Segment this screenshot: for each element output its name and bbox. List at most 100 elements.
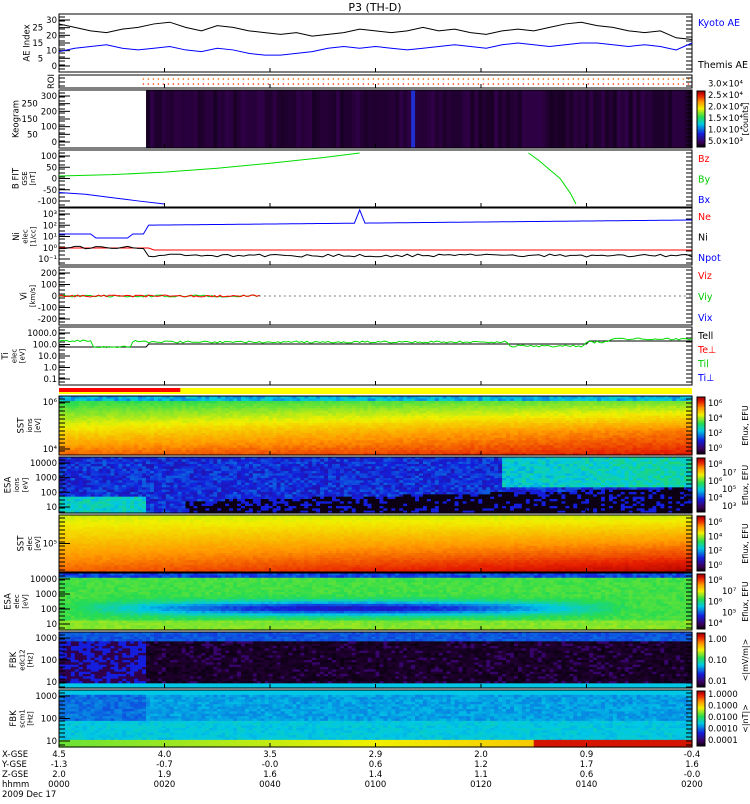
spectrogram-cell (174, 90, 179, 148)
spectrogram-cell (379, 90, 384, 148)
spectrogram-cell (486, 90, 491, 148)
spectrogram-cell (178, 90, 183, 148)
summary-plot: P3 (TH-D) 302520151050AE IndexKyoto AETh… (0, 0, 750, 800)
plot-title: P3 (TH-D) (348, 1, 401, 14)
spectrogram-cell (447, 90, 452, 148)
spectrogram-cell (162, 90, 167, 148)
spectrogram-cell (233, 90, 238, 148)
spectrogram-cell (597, 90, 602, 148)
spectrogram-cell (372, 90, 377, 148)
spectrogram-cell (356, 90, 361, 148)
spectrogram-cell (158, 90, 163, 148)
spectrogram-cell (312, 90, 317, 148)
spectrogram-cell (273, 90, 278, 148)
spectrogram-cell (209, 90, 214, 148)
spectrogram-cell (194, 90, 199, 148)
spectrogram-cell (466, 90, 471, 148)
spectrogram-cell (455, 90, 460, 148)
spectrogram-cell (557, 90, 562, 148)
spectrogram-cell (170, 90, 175, 148)
spectrogram-cell (336, 90, 341, 148)
spectrogram-cell (474, 90, 479, 148)
spectrogram-cell (300, 90, 305, 148)
spectrogram-cell (407, 90, 412, 148)
spectrogram-cell (589, 90, 594, 148)
spectrogram-cell (328, 90, 333, 148)
spectrogram-cell (605, 90, 610, 148)
spectrogram-cell (637, 90, 642, 148)
spectrogram-cell (625, 90, 630, 148)
spectrogram-cell (554, 90, 559, 148)
spectrogram-cell (419, 90, 424, 148)
spectrogram-cell (581, 90, 586, 148)
spectrogram-cell (197, 90, 202, 148)
spectrogram-cell (265, 90, 270, 148)
spectrogram-cell (352, 90, 357, 148)
spectrogram-cell (423, 90, 428, 148)
spectrogram-cell (672, 90, 677, 148)
spectrogram-cell (530, 90, 535, 148)
spectrogram-cell (411, 90, 416, 148)
spectrogram-cell (257, 90, 262, 148)
spectrogram-cell (399, 90, 404, 148)
spectrogram-cell (463, 90, 468, 148)
spectrogram-cell (494, 90, 499, 148)
spectrogram-cell (660, 90, 665, 148)
spectrogram-cell (573, 90, 578, 148)
spectrogram-cell (538, 90, 543, 148)
spectrogram-cell (292, 90, 297, 148)
spectrogram-cell (490, 90, 495, 148)
spectrogram-cell (217, 90, 222, 148)
spectrogram-cell (656, 90, 661, 148)
spectrogram-cell (518, 90, 523, 148)
spectrogram-cell (376, 90, 381, 148)
spectrogram-cell (201, 90, 206, 148)
spectrogram-cell (146, 90, 151, 148)
spectrogram-cell (304, 90, 309, 148)
spectrogram-cell (565, 90, 570, 148)
spectrogram-cell (269, 90, 274, 148)
spectrogram-cell (348, 90, 353, 148)
spectrogram-cell (245, 90, 250, 148)
spectrogram-cell (340, 90, 345, 148)
spectrogram-cell (502, 90, 507, 148)
spectrogram-cell (613, 90, 618, 148)
spectrogram-cell (320, 90, 325, 148)
spectrogram-cell (213, 90, 218, 148)
spectrogram-cell (261, 90, 266, 148)
spectrogram-cell (285, 90, 290, 148)
spectrogram-cell (542, 90, 547, 148)
spectrogram-cell (403, 90, 408, 148)
spectrogram-cell (332, 90, 337, 148)
spectrogram-cell (561, 90, 566, 148)
spectrogram-cell (387, 90, 392, 148)
spectrogram-cell (364, 90, 369, 148)
spectrogram-cell (577, 90, 582, 148)
spectrogram-cell (676, 90, 681, 148)
spectrogram-cell (680, 90, 685, 148)
spectrogram-cell (368, 90, 373, 148)
spectrogram-cell (383, 90, 388, 148)
spectrogram-cell (277, 90, 282, 148)
spectrogram-cell (550, 90, 555, 148)
spectrogram-cell (621, 90, 626, 148)
spectrogram-cell (237, 90, 242, 148)
spectrogram-cell (182, 90, 187, 148)
spectrogram-cell (225, 90, 230, 148)
spectrogram-cell (633, 90, 638, 148)
spectrogram-cell (241, 90, 246, 148)
spectrogram-cell (431, 90, 436, 148)
spectrogram-cell (534, 90, 539, 148)
spectrogram-cell (629, 90, 634, 148)
spectrogram-cell (281, 90, 286, 148)
spectrogram-cell (288, 90, 293, 148)
spectrogram-cell (253, 90, 258, 148)
spectrogram-cell (668, 90, 673, 148)
spectrogram-cell (395, 90, 400, 148)
spectrogram-cell (324, 90, 329, 148)
spectrogram-cell (526, 90, 531, 148)
spectrogram-cell (645, 90, 650, 148)
spectrogram-cell (427, 90, 432, 148)
spectrogram-cell (478, 90, 483, 148)
spectrogram-cell (205, 90, 210, 148)
